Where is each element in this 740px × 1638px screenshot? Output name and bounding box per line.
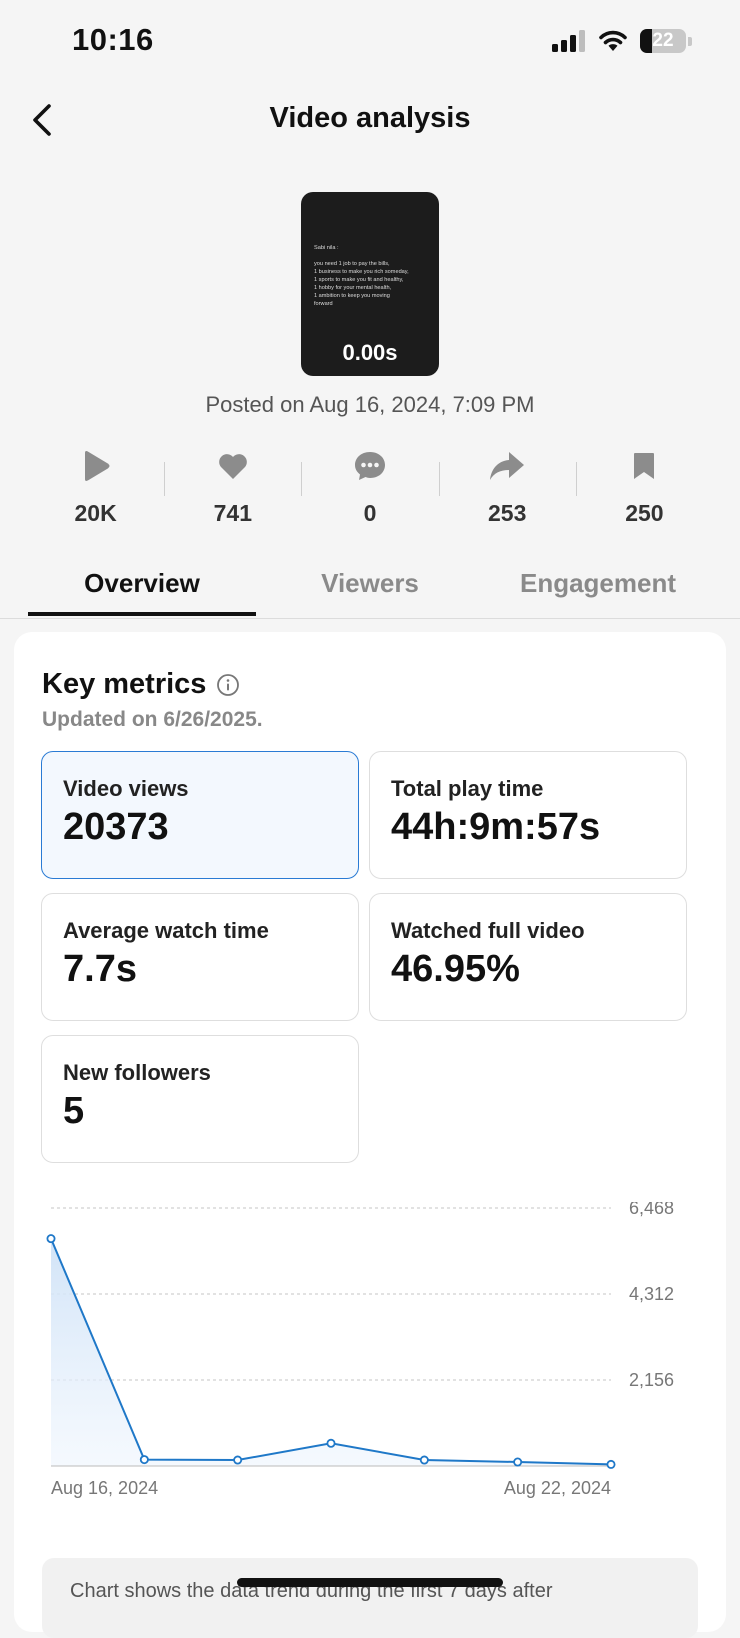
thumb-line: forward <box>314 301 333 307</box>
thumb-line: Sabi nila : <box>314 245 339 251</box>
battery-level: 22 <box>652 30 674 51</box>
thumbnail-caption: Sabi nila : you need 1 job to pay the bi… <box>314 244 429 308</box>
metric-label: Video views <box>63 776 189 801</box>
data-point[interactable] <box>233 1455 243 1465</box>
chart-line <box>50 1238 612 1466</box>
chevron-left-icon <box>33 104 51 136</box>
thumb-line: 1 business to make you rich someday, <box>314 269 409 275</box>
y-tick-label: 2,156 <box>629 1370 674 1390</box>
metric-watched-full-video[interactable]: Watched full video 46.95% <box>369 893 687 1021</box>
metric-new-followers[interactable]: New followers 5 <box>41 1035 359 1163</box>
data-point[interactable] <box>326 1438 336 1448</box>
data-point[interactable] <box>139 1455 149 1465</box>
stat-likes: 741 <box>164 446 301 530</box>
views-chart-svg: 2,156 4,312 6,468 Aug 16, 2024 Aug 22, 2024 <box>46 1198 674 1498</box>
metric-total-play-time[interactable]: Total play time 44h:9m:57s <box>369 751 687 879</box>
chart-area <box>51 1238 611 1466</box>
tab-underline <box>28 612 256 616</box>
key-metrics-heading: Key metrics <box>42 668 207 700</box>
signal-icon <box>552 30 585 52</box>
data-point[interactable] <box>46 1234 56 1244</box>
metric-average-watch-time[interactable]: Average watch time 7.7s <box>41 893 359 1021</box>
x-tick-label: Aug 16, 2024 <box>51 1478 158 1498</box>
updated-date: Updated on 6/26/2025. <box>42 708 263 731</box>
data-point[interactable] <box>419 1455 429 1465</box>
share-icon <box>490 452 525 480</box>
tab-overview[interactable]: Overview <box>84 568 200 598</box>
metric-value: 44h:9m:57s <box>391 806 601 848</box>
stats-row: 20K 741 0 253 <box>27 446 713 530</box>
header: Video analysis <box>0 90 740 150</box>
tab-bar: Overview Viewers Engagement <box>0 562 740 619</box>
chart-note: Chart shows the data trend during the fi… <box>42 1558 698 1638</box>
x-tick-label: Aug 22, 2024 <box>504 1478 611 1498</box>
status-bar: 10:16 22 <box>0 0 740 80</box>
metric-label: Watched full video <box>391 918 585 943</box>
key-metrics-title: Key metrics <box>42 668 240 701</box>
comment-icon <box>355 452 385 480</box>
y-tick-label: 4,312 <box>629 1284 674 1304</box>
stat-value: 0 <box>363 500 377 526</box>
status-time: 10:16 <box>72 22 154 57</box>
back-button[interactable] <box>22 98 62 142</box>
metric-value: 7.7s <box>63 948 137 990</box>
metric-video-views[interactable]: Video views 20373 <box>41 751 359 879</box>
battery-icon: 22 <box>640 29 686 53</box>
stat-value: 20K <box>74 500 117 526</box>
heart-icon <box>218 454 247 479</box>
views-chart[interactable]: 2,156 4,312 6,468 Aug 16, 2024 Aug 22, 2024 <box>14 1198 726 1522</box>
tab-viewers[interactable]: Viewers <box>321 568 419 598</box>
stat-value: 741 <box>213 500 252 526</box>
thumb-line: 1 sports to make you fit and healthy, <box>314 277 404 283</box>
metric-label: Total play time <box>391 776 544 801</box>
play-icon <box>84 451 110 481</box>
y-tick-label: 6,468 <box>629 1202 674 1218</box>
stat-comments: 0 <box>301 446 438 530</box>
data-point[interactable] <box>513 1457 523 1467</box>
info-icon[interactable] <box>216 673 240 697</box>
thumb-line <box>314 252 429 260</box>
battery-nub <box>688 36 692 46</box>
stat-value: 250 <box>625 500 664 526</box>
bookmark-icon <box>634 453 655 479</box>
video-duration: 0.00s <box>342 340 398 365</box>
metric-value: 46.95% <box>391 948 520 990</box>
metric-value: 20373 <box>63 806 169 848</box>
status-icons: 22 <box>552 26 692 56</box>
thumb-line: you need 1 job to pay the bills, <box>314 261 390 267</box>
posted-date: Posted on Aug 16, 2024, 7:09 PM <box>205 392 535 417</box>
metric-value: 5 <box>63 1090 85 1132</box>
key-metrics-card: Key metrics Updated on 6/26/2025. Video … <box>14 632 726 1638</box>
metric-label: Average watch time <box>63 918 269 943</box>
stat-shares: 253 <box>438 446 576 530</box>
stat-value: 253 <box>488 500 527 526</box>
video-thumbnail[interactable]: Sabi nila : you need 1 job to pay the bi… <box>301 192 439 376</box>
thumb-line: 1 hobby for your mental health, <box>314 285 392 291</box>
stat-views: 20K <box>27 446 164 530</box>
stat-saves: 250 <box>575 446 713 530</box>
home-indicator <box>237 1578 503 1587</box>
metric-label: New followers <box>63 1060 211 1085</box>
wifi-icon <box>599 30 627 51</box>
page-title: Video analysis <box>269 102 471 134</box>
data-point[interactable] <box>606 1459 616 1469</box>
tab-engagement[interactable]: Engagement <box>519 568 677 598</box>
thumb-line: 1 ambition to keep you moving <box>314 293 390 299</box>
